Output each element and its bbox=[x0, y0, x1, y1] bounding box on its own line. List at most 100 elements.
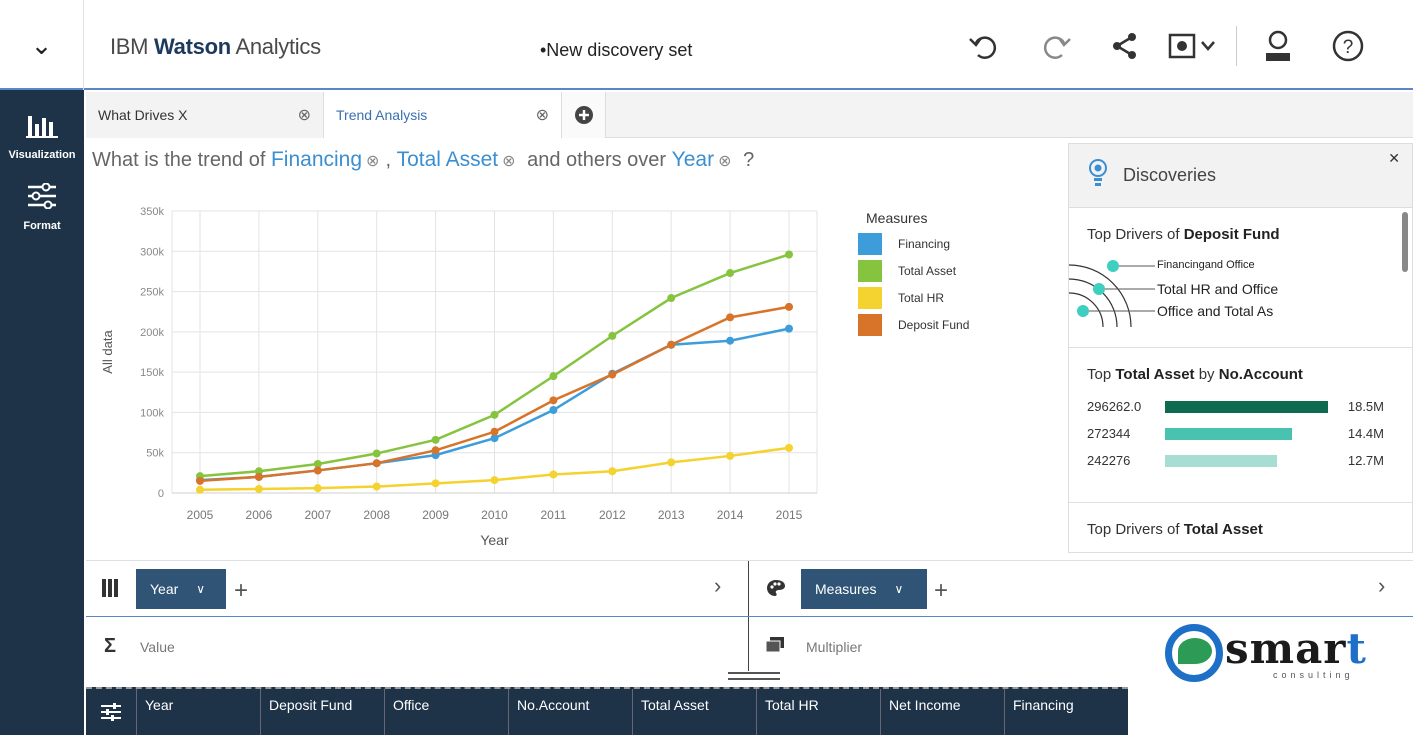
redo-icon[interactable] bbox=[1020, 26, 1090, 66]
collapse-chevron-icon[interactable]: ⌄ bbox=[0, 0, 84, 90]
data-point bbox=[372, 482, 381, 491]
discoveries-header: Discoveries ✕ bbox=[1069, 144, 1412, 208]
columns-icon bbox=[102, 579, 120, 602]
resize-handle[interactable] bbox=[728, 672, 780, 680]
close-tab-icon[interactable]: ⊗ bbox=[535, 107, 549, 124]
data-point bbox=[490, 427, 499, 436]
remove-token-icon[interactable]: ⊗ bbox=[366, 153, 380, 170]
bar-value: 14.4M bbox=[1347, 426, 1384, 441]
discovery-bar-row: 242276 12.7M bbox=[1087, 447, 1394, 474]
data-column-item[interactable]: Year bbox=[136, 689, 260, 735]
x-tick-label: 2013 bbox=[658, 508, 685, 522]
lightbulb-icon bbox=[1087, 158, 1109, 194]
y-tick-label: 250k bbox=[140, 287, 164, 299]
multiplier-drop-zone[interactable]: Multiplier bbox=[806, 639, 863, 655]
settings-sliders-icon[interactable] bbox=[86, 689, 136, 735]
data-point bbox=[196, 476, 204, 485]
tab-what-drives-x[interactable]: What Drives X ⊗ bbox=[86, 92, 324, 138]
data-column-item[interactable]: Total Asset bbox=[632, 689, 756, 735]
data-point bbox=[785, 443, 793, 452]
toolbar-separator bbox=[1236, 26, 1237, 66]
x-tick-label: 2011 bbox=[540, 508, 566, 522]
x-axis-label: Year bbox=[480, 532, 509, 548]
add-color-icon[interactable]: + bbox=[934, 577, 949, 604]
close-tab-icon[interactable]: ⊗ bbox=[297, 107, 311, 124]
data-column-item[interactable]: Total HR bbox=[756, 689, 880, 735]
data-point bbox=[372, 459, 381, 468]
document-title[interactable]: •New discovery set bbox=[540, 40, 693, 60]
data-column-item[interactable]: No.Account bbox=[508, 689, 632, 735]
legend-swatch bbox=[858, 232, 882, 255]
chevron-right-icon[interactable]: › bbox=[714, 573, 722, 598]
y-tick-label: 150k bbox=[140, 367, 164, 379]
discovery-card-total-asset[interactable]: Top Total Asset by No.Account 296262.0 18… bbox=[1069, 348, 1412, 503]
remove-token-icon[interactable]: ⊗ bbox=[502, 153, 516, 170]
bar-value: 18.5M bbox=[1347, 399, 1384, 414]
logo-leaf bbox=[1178, 638, 1212, 664]
remove-token-icon[interactable]: ⊗ bbox=[718, 153, 732, 170]
measures-pill[interactable]: Measures ∨ bbox=[801, 569, 927, 609]
driver-label: Financingand Office bbox=[1157, 259, 1255, 271]
data-point bbox=[785, 324, 793, 333]
close-icon[interactable]: ✕ bbox=[1388, 150, 1400, 166]
data-point bbox=[726, 313, 735, 322]
share-icon[interactable] bbox=[1090, 26, 1160, 66]
data-point bbox=[196, 485, 204, 494]
chevron-right-icon[interactable]: › bbox=[1378, 573, 1386, 598]
value-drop-zone[interactable]: Value bbox=[140, 639, 175, 655]
legend-item[interactable]: Deposit Fund bbox=[858, 311, 969, 338]
data-point bbox=[313, 466, 322, 475]
year-pill[interactable]: Year ∨ bbox=[136, 569, 226, 609]
logo-subtitle: consulting bbox=[1273, 670, 1354, 680]
tab-trend-analysis[interactable]: Trend Analysis ⊗ bbox=[324, 92, 562, 138]
data-point bbox=[608, 370, 617, 379]
card-title: Top Total Asset by No.Account bbox=[1087, 366, 1303, 383]
data-column-item[interactable]: Deposit Fund bbox=[260, 689, 384, 735]
bar-label: 272344 bbox=[1087, 426, 1131, 441]
data-column-item[interactable]: Financing bbox=[1004, 689, 1128, 735]
data-column-item[interactable]: Net Income bbox=[880, 689, 1004, 735]
driver-label: Total HR and Office bbox=[1157, 281, 1279, 297]
data-point bbox=[726, 269, 735, 278]
data-point bbox=[549, 396, 558, 405]
legend-label: Total Asset bbox=[898, 263, 957, 278]
discovery-card-drivers-total-asset[interactable]: Top Drivers of Total Asset bbox=[1069, 503, 1412, 548]
x-tick-label: 2008 bbox=[363, 508, 390, 522]
legend-item[interactable]: Total Asset bbox=[858, 257, 969, 284]
discovery-card-drivers-deposit[interactable]: Top Drivers of Deposit Fund Financingand… bbox=[1069, 208, 1412, 348]
token-year[interactable]: Year bbox=[671, 148, 715, 171]
shelf-row-top: Year ∨ + › Measures ∨ + › bbox=[86, 569, 1413, 613]
chevron-down-icon: ∨ bbox=[196, 582, 206, 596]
legend-label: Deposit Fund bbox=[898, 317, 970, 332]
data-point bbox=[490, 434, 499, 443]
legend-swatch bbox=[858, 313, 882, 336]
field-shelf: Year ∨ + › Measures ∨ + › Σ Value Multipli… bbox=[86, 560, 1413, 685]
data-point bbox=[549, 372, 558, 381]
svg-text:?: ? bbox=[1343, 37, 1354, 58]
data-column-item[interactable]: Office bbox=[384, 689, 508, 735]
x-tick-label: 2015 bbox=[776, 508, 803, 522]
legend-item[interactable]: Total HR bbox=[858, 284, 969, 311]
token-financing[interactable]: Financing bbox=[270, 148, 363, 171]
data-point bbox=[785, 250, 793, 259]
x-tick-label: 2012 bbox=[599, 508, 626, 522]
data-point bbox=[254, 484, 263, 493]
discoveries-scrollbar[interactable] bbox=[1402, 212, 1408, 272]
token-total-asset[interactable]: Total Asset bbox=[396, 148, 499, 171]
chart-legend: Measures Financing Total Asset Total HR Dep… bbox=[858, 210, 969, 338]
discovery-bar bbox=[1165, 454, 1278, 467]
help-icon[interactable]: ? bbox=[1313, 26, 1383, 66]
camera-dropdown-icon[interactable] bbox=[1160, 26, 1230, 66]
discovery-bar bbox=[1165, 427, 1293, 440]
add-column-icon[interactable]: + bbox=[234, 577, 249, 604]
undo-icon[interactable] bbox=[950, 26, 1020, 66]
legend-item[interactable]: Financing bbox=[858, 230, 969, 257]
sidebar-item-format[interactable]: Format bbox=[0, 161, 84, 232]
user-icon[interactable] bbox=[1243, 26, 1313, 66]
bar-chart-icon bbox=[0, 112, 84, 145]
bar-label: 296262.0 bbox=[1087, 399, 1142, 414]
sidebar-item-visualization[interactable]: Visualization bbox=[0, 90, 84, 161]
add-tab-icon[interactable] bbox=[562, 92, 606, 138]
y-tick-label: 350k bbox=[140, 206, 164, 218]
sidebar-item-label: Format bbox=[23, 220, 61, 232]
